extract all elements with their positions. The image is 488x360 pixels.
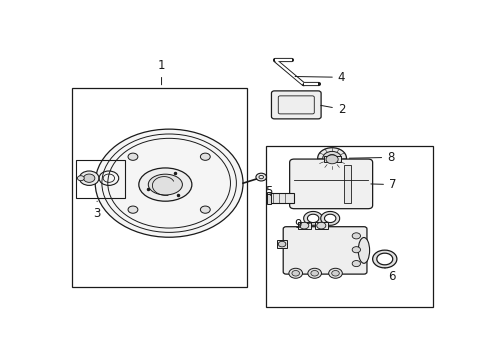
Text: 8: 8 — [348, 151, 394, 164]
Circle shape — [310, 270, 318, 276]
FancyBboxPatch shape — [271, 91, 321, 119]
Bar — [75, 159, 124, 198]
Bar — [265, 146, 432, 307]
Circle shape — [299, 222, 308, 229]
Circle shape — [79, 171, 99, 185]
Bar — [297, 222, 310, 229]
Circle shape — [77, 176, 84, 181]
Circle shape — [255, 173, 266, 181]
Circle shape — [95, 129, 243, 237]
Circle shape — [128, 153, 138, 160]
Circle shape — [351, 247, 360, 253]
Circle shape — [351, 261, 360, 267]
Text: 7: 7 — [370, 178, 396, 191]
Circle shape — [288, 268, 302, 278]
Circle shape — [322, 152, 341, 165]
Circle shape — [328, 268, 342, 278]
Circle shape — [316, 222, 325, 229]
Wedge shape — [372, 250, 396, 268]
Circle shape — [200, 206, 210, 213]
Circle shape — [278, 241, 285, 247]
FancyBboxPatch shape — [283, 227, 366, 274]
Text: 4: 4 — [294, 71, 345, 84]
Circle shape — [128, 206, 138, 213]
Wedge shape — [320, 211, 339, 225]
Ellipse shape — [139, 168, 191, 201]
Text: 3: 3 — [93, 201, 101, 220]
Circle shape — [351, 233, 360, 239]
Text: 2: 2 — [320, 103, 345, 116]
Bar — [268, 193, 294, 203]
Wedge shape — [303, 211, 322, 225]
Ellipse shape — [148, 174, 182, 195]
Bar — [276, 240, 287, 248]
Circle shape — [331, 270, 339, 276]
Ellipse shape — [358, 238, 369, 263]
Circle shape — [326, 154, 336, 162]
Bar — [344, 165, 350, 203]
Text: 1: 1 — [158, 59, 165, 85]
Bar — [314, 222, 327, 229]
FancyBboxPatch shape — [289, 159, 372, 209]
Circle shape — [291, 270, 299, 276]
Bar — [72, 87, 246, 287]
Bar — [323, 156, 340, 162]
Text: 6: 6 — [384, 268, 394, 283]
Circle shape — [325, 155, 338, 164]
Bar — [266, 192, 271, 204]
Circle shape — [200, 153, 210, 160]
Circle shape — [317, 148, 346, 169]
Circle shape — [83, 174, 95, 183]
Text: 5: 5 — [264, 185, 272, 198]
Text: 9: 9 — [294, 218, 311, 231]
Circle shape — [307, 268, 321, 278]
